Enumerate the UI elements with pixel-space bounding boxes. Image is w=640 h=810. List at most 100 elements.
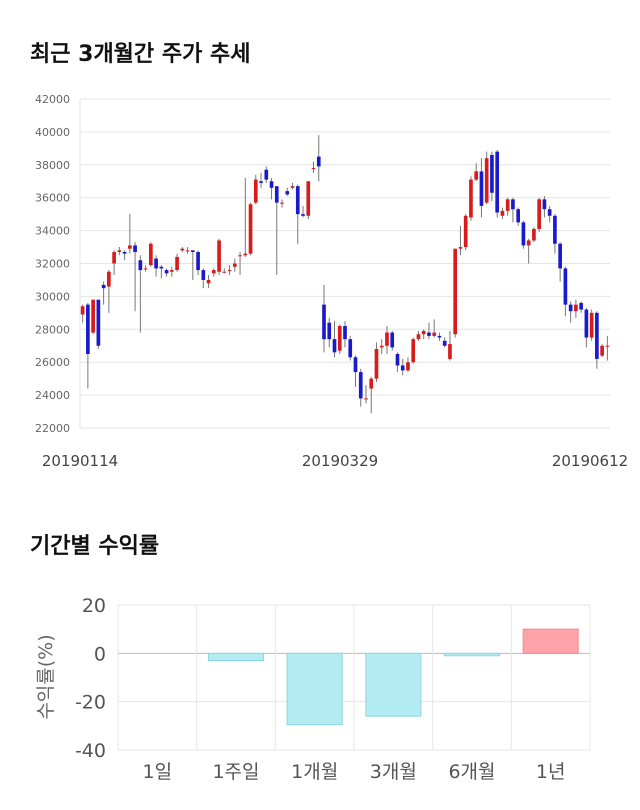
candle-body [448,344,452,359]
candle-body [437,335,442,338]
x-tick-label: 20190114 [42,452,118,470]
candle-body [568,304,573,312]
candle-body [500,210,505,216]
candle-body [490,154,494,193]
candle-body [306,181,311,216]
candle-body [112,251,116,264]
candle-body [180,248,185,251]
candle-body [479,171,484,206]
candle-body [107,271,111,287]
candle-body [358,372,363,399]
candle-body [395,353,400,366]
candle-body [390,332,395,348]
y-tick-label: 36000 [35,192,70,205]
candle-body [122,251,127,254]
candle-body [463,215,468,248]
candle-body [143,268,148,270]
y-tick-label: -20 [75,692,106,714]
candle-body [600,345,604,356]
candle-body [243,253,248,256]
candle-body [290,186,295,188]
candle-body [164,270,169,274]
candle-body [364,398,368,400]
candle-body [343,326,347,340]
return-bar [522,628,579,654]
candle-body [353,357,358,373]
candle-body [101,284,106,289]
candle-body [537,199,541,229]
candle-body [295,186,300,215]
candle-body [484,158,489,203]
candle-body [285,191,290,195]
candle-body [238,255,242,257]
candle-body [505,199,510,211]
y-tick-label: 30000 [35,290,70,303]
candle-body [128,245,132,249]
y-tick-label: 28000 [35,323,70,336]
candle-body [332,339,337,353]
candle-body [374,349,379,379]
candle-body [495,151,500,213]
candle-body [411,339,416,363]
candle-body [149,243,153,266]
x-tick-label: 20190329 [302,452,378,470]
candle-body [133,245,137,252]
candle-body [558,243,562,269]
candle-body [222,271,227,273]
candle-body [264,169,269,180]
candle-body [232,263,237,267]
candle-body [117,250,122,252]
candle-body [369,378,374,389]
candle-body [421,330,426,335]
candle-body [400,365,405,371]
candle-body [469,179,473,218]
candle-body [589,312,594,338]
candle-body [542,199,547,210]
candle-body [154,258,158,269]
x-tick-label: 1주일 [212,761,259,783]
return-bar [286,652,343,726]
x-tick-label: 20190612 [552,452,628,470]
candle-body [348,339,353,358]
candle-body [532,228,536,241]
candle-body [301,214,305,216]
candle-body [474,171,479,180]
candle-body [259,181,263,183]
candle-body [579,302,583,310]
candle-body [416,334,421,340]
x-tick-label: 6개월 [448,761,495,783]
candle-body [337,326,342,351]
y-tick-label: -40 [75,740,106,762]
candle-body [511,199,515,210]
candle-body [563,268,568,305]
return-bar [207,652,265,662]
candle-body [80,306,85,315]
y-axis-label: 수익률(%) [35,634,57,719]
candle-body [190,250,195,252]
candle-body [196,251,200,271]
candle-body [217,240,221,272]
candle-body [595,312,599,359]
candle-body [427,332,431,336]
y-tick-label: 0 [94,643,106,665]
candle-body [316,156,321,167]
candle-body [605,345,610,347]
y-tick-label: 42000 [35,93,70,106]
candle-body [96,299,101,346]
x-tick-label: 1년 [536,761,566,783]
y-tick-label: 22000 [35,422,70,435]
candle-body [274,186,279,203]
candle-body [269,181,274,188]
candle-body [201,270,206,280]
candle-body [159,266,164,269]
candle-body [516,209,521,223]
y-tick-label: 38000 [35,159,70,172]
candle-body [211,270,216,274]
candle-body [526,240,531,246]
y-tick-label: 26000 [35,356,70,369]
candle-body [432,332,437,336]
candle-body [280,202,284,204]
candlestick-chart: 42000 40000 38000 36000 34000 32000 30000 28000… [35,93,628,470]
candle-body [385,332,389,346]
candle-body [453,248,458,335]
